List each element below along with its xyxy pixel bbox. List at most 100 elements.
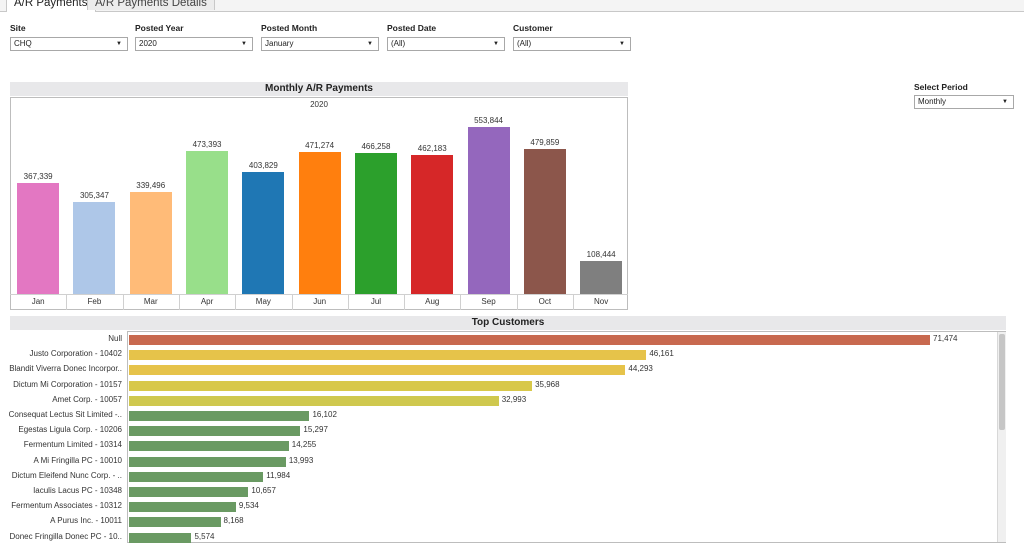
customer-bar-value-label: 11,984 <box>266 470 291 480</box>
month-bar-nov[interactable] <box>580 261 623 294</box>
customer-bar[interactable] <box>129 335 930 345</box>
month-tick <box>404 294 406 310</box>
customer-bar-value-label: 35,968 <box>535 379 560 389</box>
customer-label: Fermentum Limited - 10314 <box>23 440 122 450</box>
customer-bar-value-label: 15,297 <box>303 425 328 435</box>
filter-posted-date-label: Posted Date <box>387 23 437 33</box>
chevron-down-icon: ▼ <box>367 41 373 47</box>
customer-bar[interactable] <box>129 365 626 376</box>
filter-customer-label: Customer <box>513 23 553 33</box>
select-period: Select Period Monthly ▼ <box>914 81 1014 109</box>
select-period-label: Select Period <box>914 82 968 92</box>
filter-site-label: Site <box>10 23 26 33</box>
month-bar-jul[interactable] <box>354 153 397 294</box>
month-bar-value-label: 462,183 <box>417 143 447 153</box>
month-bar-jan[interactable] <box>17 183 60 294</box>
month-bar-mar[interactable] <box>129 191 172 294</box>
customer-label: Justo Corporation - 10402 <box>29 349 123 359</box>
month-tick-label: Mar <box>143 297 158 306</box>
customer-bar-value-label: 14,255 <box>291 440 317 450</box>
month-tick <box>66 294 68 310</box>
tab-ar-payments[interactable]: A/R Payments <box>6 0 96 12</box>
customer-bar-value-label: 9,534 <box>238 501 259 511</box>
customer-label: Egestas Ligula Corp. - 10206 <box>18 425 122 435</box>
month-bar-sep[interactable] <box>467 126 510 294</box>
filter-posted-month: Posted Month January ▼ <box>261 22 379 51</box>
month-bar-jun[interactable] <box>298 151 341 294</box>
month-bar-oct[interactable] <box>523 149 566 294</box>
customer-label: Iaculis Lacus PC - 10348 <box>33 486 122 495</box>
customer-label: Dictum Mi Corporation - 10157 <box>13 379 122 389</box>
month-tick <box>122 294 124 310</box>
chevron-down-icon: ▼ <box>241 41 247 47</box>
monthly-chart-title: Monthly A/R Payments <box>10 82 628 96</box>
customer-label: Fermentum Associates - 10312 <box>11 501 122 511</box>
customer-bar-value-label: 13,993 <box>288 455 314 465</box>
month-tick-label: Nov <box>594 297 609 306</box>
month-bar-value-label: 305,347 <box>79 190 109 200</box>
month-bar-aug[interactable] <box>411 154 454 294</box>
month-bar-value-label: 473,393 <box>192 140 222 150</box>
month-tick-label: Aug <box>425 297 440 306</box>
customer-bar-value-label: 10,657 <box>251 486 276 495</box>
customer-label: Amet Corp. - 10057 <box>52 394 122 404</box>
month-bar-value-label: 479,859 <box>530 138 560 148</box>
customer-bar[interactable] <box>129 380 533 391</box>
month-bar-value-label: 403,829 <box>248 161 278 171</box>
customer-bar[interactable] <box>129 532 192 543</box>
posted-month-dropdown-value: January <box>265 39 294 48</box>
tab-bar: A/R Payments A/R Payments Details <box>0 0 1024 12</box>
top-customers-scrollbar[interactable] <box>997 332 1006 542</box>
month-tick <box>516 294 518 310</box>
customer-bar[interactable] <box>129 456 286 467</box>
filter-posted-month-label: Posted Month <box>261 23 318 33</box>
month-bar-apr[interactable] <box>186 151 229 294</box>
customer-bar[interactable] <box>129 441 289 452</box>
customer-bar[interactable] <box>129 487 249 497</box>
month-bar-feb[interactable] <box>73 201 116 294</box>
posted-year-dropdown-value: 2020 <box>139 39 157 48</box>
customer-bar[interactable] <box>129 517 221 528</box>
month-bar-value-label: 471,274 <box>305 140 335 150</box>
select-period-value: Monthly <box>918 97 947 106</box>
customer-bar[interactable] <box>129 502 236 513</box>
month-tick-label: Apr <box>200 297 214 306</box>
month-tick-label: Sep <box>481 297 496 306</box>
customer-bar[interactable] <box>129 411 310 421</box>
month-tick-label: Oct <box>538 297 552 306</box>
posted-year-dropdown[interactable]: 2020 ▼ <box>135 37 253 51</box>
month-tick-label: Jun <box>313 297 327 306</box>
month-tick <box>291 294 293 310</box>
site-dropdown[interactable]: CHQ ▼ <box>10 37 128 51</box>
month-tick-label: Jan <box>31 297 45 306</box>
month-bar-may[interactable] <box>242 172 285 294</box>
chevron-down-icon: ▼ <box>493 41 499 47</box>
customer-bar-value-label: 71,474 <box>933 334 958 343</box>
scrollbar-thumb[interactable] <box>999 334 1005 430</box>
posted-date-dropdown[interactable]: (All) ▼ <box>387 37 505 51</box>
customer-bar[interactable] <box>129 426 301 437</box>
customer-bar[interactable] <box>129 350 647 361</box>
top-customers-box <box>127 331 1006 543</box>
filter-customer: Customer (All) ▼ <box>513 22 631 51</box>
customer-label: Null <box>108 334 122 343</box>
month-bar-value-label: 553,844 <box>474 115 503 125</box>
chevron-down-icon: ▼ <box>1002 99 1008 105</box>
select-period-dropdown[interactable]: Monthly ▼ <box>914 95 1014 109</box>
month-tick-label: Feb <box>87 297 102 306</box>
customer-bar-value-label: 46,161 <box>649 349 674 359</box>
tab-ar-payments-details[interactable]: A/R Payments Details <box>87 0 215 10</box>
month-tick-label: Jul <box>370 297 382 306</box>
chevron-down-icon: ▼ <box>116 41 122 47</box>
top-customers-title: Top Customers <box>10 316 1006 330</box>
month-tick <box>347 294 349 310</box>
customer-bar[interactable] <box>129 395 499 406</box>
customer-bar[interactable] <box>129 471 264 482</box>
month-bar-value-label: 466,258 <box>361 142 391 152</box>
filter-site: Site CHQ ▼ <box>10 22 128 51</box>
chevron-down-icon: ▼ <box>619 41 625 47</box>
month-bar-value-label: 108,444 <box>586 250 616 260</box>
customer-bar-value-label: 44,293 <box>628 364 653 374</box>
customer-dropdown[interactable]: (All) ▼ <box>513 37 631 51</box>
posted-month-dropdown[interactable]: January ▼ <box>261 37 379 51</box>
